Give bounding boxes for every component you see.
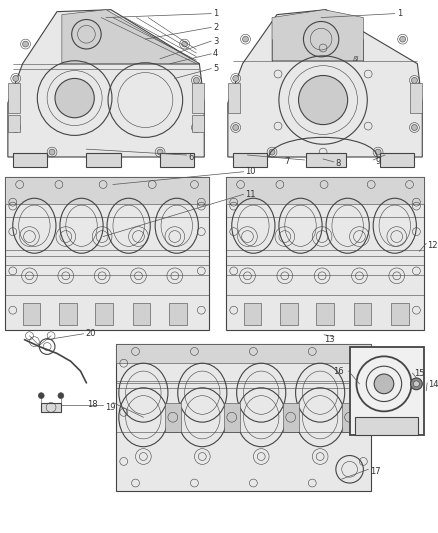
Bar: [160, 153, 194, 167]
Text: 1: 1: [397, 9, 402, 18]
Bar: [59, 303, 77, 325]
Circle shape: [374, 374, 394, 394]
Text: 16: 16: [333, 367, 344, 376]
Text: 5: 5: [213, 64, 219, 73]
Circle shape: [38, 393, 44, 399]
Bar: [133, 303, 150, 325]
Text: 4: 4: [213, 50, 219, 59]
Text: 10: 10: [246, 167, 256, 176]
Circle shape: [233, 125, 239, 131]
Text: 17: 17: [370, 467, 381, 476]
Bar: [165, 402, 181, 432]
Circle shape: [55, 78, 94, 118]
Circle shape: [58, 393, 64, 399]
Bar: [283, 402, 299, 432]
Bar: [224, 402, 240, 432]
Text: 12: 12: [427, 241, 438, 250]
Bar: [41, 402, 61, 413]
Bar: [13, 153, 47, 167]
Circle shape: [413, 381, 419, 387]
Bar: [226, 176, 424, 330]
Text: 11: 11: [246, 190, 256, 199]
Bar: [233, 153, 267, 167]
Circle shape: [410, 378, 422, 390]
Circle shape: [299, 76, 348, 125]
Bar: [5, 176, 209, 330]
Circle shape: [233, 76, 239, 82]
Bar: [353, 303, 371, 325]
Text: 6: 6: [188, 152, 194, 161]
Bar: [307, 153, 346, 167]
Circle shape: [375, 149, 381, 155]
Text: 13: 13: [324, 335, 334, 344]
Text: 20: 20: [85, 329, 96, 338]
Bar: [169, 303, 187, 325]
Circle shape: [194, 125, 199, 131]
Circle shape: [13, 76, 19, 82]
Bar: [226, 176, 424, 204]
Bar: [380, 153, 414, 167]
Text: 2: 2: [213, 23, 219, 32]
Bar: [350, 346, 424, 435]
Text: ßl: ßl: [352, 56, 359, 62]
Bar: [23, 303, 40, 325]
Circle shape: [157, 149, 163, 155]
Text: 7: 7: [284, 157, 290, 166]
Circle shape: [411, 77, 417, 83]
Circle shape: [243, 36, 248, 42]
Circle shape: [182, 41, 187, 47]
Bar: [316, 303, 334, 325]
Bar: [280, 303, 297, 325]
Text: 18: 18: [88, 400, 98, 409]
Text: 8: 8: [335, 159, 340, 168]
Bar: [354, 417, 418, 435]
Polygon shape: [8, 10, 204, 157]
Bar: [86, 153, 121, 167]
Polygon shape: [228, 10, 422, 157]
Text: 3: 3: [213, 37, 219, 46]
Bar: [116, 344, 371, 363]
Circle shape: [23, 41, 28, 47]
Circle shape: [411, 125, 417, 131]
Bar: [5, 176, 209, 204]
Bar: [8, 83, 20, 113]
Text: 14: 14: [428, 381, 438, 389]
Bar: [8, 115, 20, 133]
Polygon shape: [272, 10, 364, 61]
Circle shape: [49, 149, 55, 155]
Text: 15: 15: [414, 368, 425, 377]
Bar: [228, 83, 240, 113]
Text: 9: 9: [375, 157, 380, 166]
Bar: [342, 402, 357, 432]
Bar: [410, 83, 422, 113]
Bar: [192, 115, 204, 133]
Bar: [116, 344, 371, 491]
Polygon shape: [62, 10, 199, 64]
Bar: [391, 303, 409, 325]
Bar: [244, 303, 261, 325]
Circle shape: [194, 77, 199, 83]
Text: 19: 19: [105, 403, 116, 412]
Circle shape: [269, 149, 275, 155]
Circle shape: [13, 125, 19, 131]
Text: 1: 1: [213, 9, 219, 18]
Bar: [95, 303, 113, 325]
Bar: [192, 83, 204, 113]
Circle shape: [400, 36, 406, 42]
